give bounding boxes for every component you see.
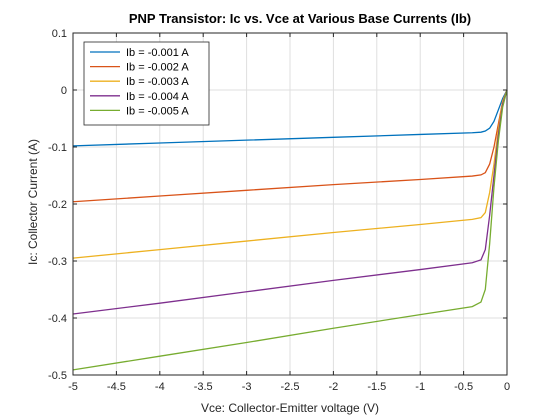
x-tick-label: -1 [415,381,425,393]
legend-label-2: Ib = -0.002 A [126,62,189,74]
series-line-5 [72,89,508,371]
y-tick-label: -0.2 [48,199,67,211]
x-tick-label: -2.5 [281,381,300,393]
series-line-3 [72,89,508,259]
y-tick-label: -0.1 [48,142,67,154]
x-tick-label: -1.5 [367,381,386,393]
series-line-4 [72,89,508,315]
x-tick-label: -3.5 [194,381,213,393]
series-line-2 [72,89,508,203]
y-tick-label: -0.4 [48,313,67,325]
y-tick-label: -0.5 [48,370,67,382]
legend-label-5: Ib = -0.005 A [126,105,189,117]
x-tick-label: -4 [155,381,165,393]
x-tick-label: -2 [329,381,339,393]
y-tick-label: 0.1 [52,28,67,40]
legend-label-3: Ib = -0.003 A [126,76,189,88]
x-tick-label: -4.5 [107,381,126,393]
y-tick-label: -0.3 [48,256,67,268]
x-tick-label: -5 [68,381,78,393]
series-group [72,89,508,371]
axes: -5 -4.5 -4 -3.5 -3 -2.5 -2 -1.5 -1 -0.5 0 -0.5 -0.4 -… [48,28,510,393]
y-tick-label: 0 [61,85,67,97]
x-tick-label: 0 [504,381,510,393]
legend-box [83,41,210,126]
x-tick-label: -3 [242,381,252,393]
legend-label-4: Ib = -0.004 A [126,91,189,103]
chart-title: PNP Transistor: Ic vs. Vce at Various Ba… [129,11,471,26]
series-line-1 [72,89,508,147]
x-axis-label: Vce: Collector-Emitter voltage (V) [201,401,379,415]
x-tick-label: -0.5 [454,381,473,393]
legend: Ib = -0.001 A Ib = -0.002 A Ib = -0.003 A I… [83,41,210,126]
legend-label-1: Ib = -0.001 A [126,47,189,59]
y-axis-label: Ic: Collector Current (A) [26,139,40,265]
